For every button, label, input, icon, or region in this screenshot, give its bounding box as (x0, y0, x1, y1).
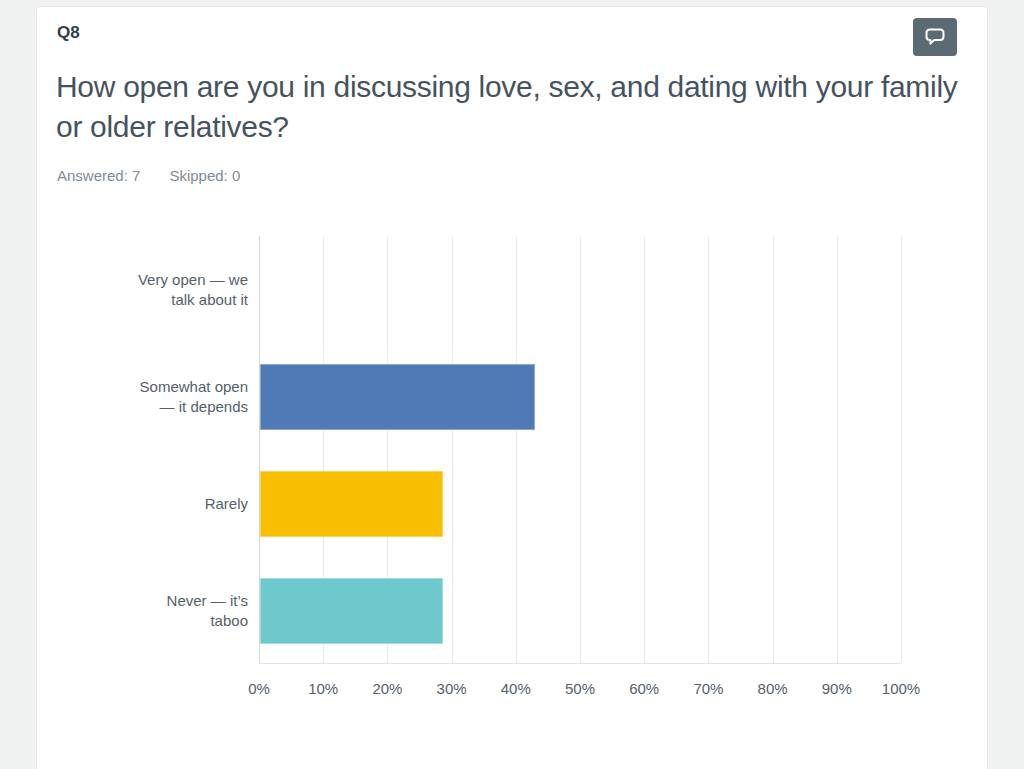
gridline (516, 236, 517, 663)
x-axis-tick-label: 50% (565, 680, 595, 697)
x-axis-tick-label: 90% (822, 680, 852, 697)
category-label: Very open — wetalk about it (38, 270, 248, 310)
bar-2[interactable] (260, 364, 535, 430)
response-stats: Answered: 7 Skipped: 0 (57, 167, 269, 184)
question-number: Q8 (57, 23, 80, 43)
bar-3[interactable] (260, 471, 443, 537)
speech-bubble-icon (923, 25, 947, 49)
category-label: Rarely (38, 494, 248, 514)
x-axis-tick-label: 80% (758, 680, 788, 697)
gridline (452, 236, 453, 663)
bar-chart: Very open — wetalk about itSomewhat open… (259, 236, 901, 664)
bar-4[interactable] (260, 578, 443, 644)
x-axis-tick-label: 10% (308, 680, 338, 697)
x-axis-tick-label: 30% (437, 680, 467, 697)
answered-count: Answered: 7 (57, 167, 140, 184)
x-axis-tick-label: 100% (882, 680, 920, 697)
skipped-count: Skipped: 0 (169, 167, 240, 184)
category-label: Somewhat open— it depends (38, 377, 248, 417)
x-axis-tick-label: 40% (501, 680, 531, 697)
gridline (708, 236, 709, 663)
question-card: Q8 How open are you in discussing love, … (36, 6, 988, 769)
x-axis-tick-label: 0% (248, 680, 270, 697)
x-axis-tick-label: 60% (629, 680, 659, 697)
x-axis-tick-label: 70% (693, 680, 723, 697)
gridline (644, 236, 645, 663)
gridline (773, 236, 774, 663)
gridline (580, 236, 581, 663)
comment-button[interactable] (913, 18, 957, 56)
question-title: How open are you in discussing love, sex… (56, 67, 966, 147)
gridline (837, 236, 838, 663)
category-label: Never — it’staboo (38, 591, 248, 631)
gridline (901, 236, 902, 663)
x-axis-tick-label: 20% (372, 680, 402, 697)
